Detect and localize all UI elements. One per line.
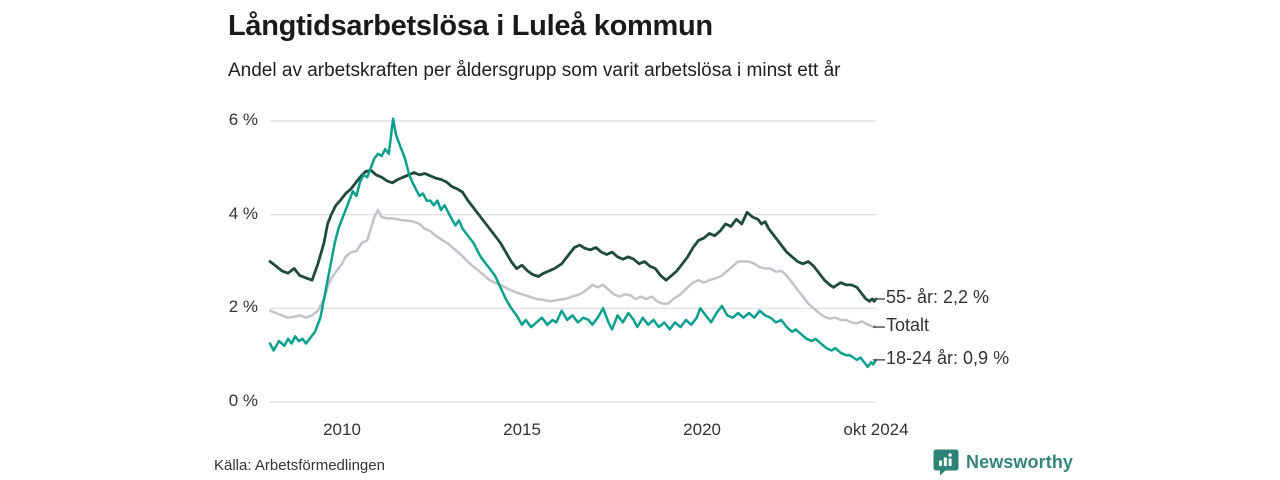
- y-axis-tick-label: 4 %: [228, 203, 258, 223]
- page-subtitle: Andel av arbetskraften per åldersgrupp s…: [228, 60, 841, 81]
- page-title: Långtidsarbetslösa i Luleå kommun: [228, 10, 713, 42]
- series-label-totalt: Totalt: [886, 315, 930, 336]
- x-axis-tick-label: 2020: [683, 420, 721, 439]
- series-line-55-ar: [268, 168, 878, 303]
- y-axis-tick-label: 6 %: [228, 110, 258, 129]
- newsworthy-brand: Newsworthy: [933, 449, 1073, 476]
- series-label-18-24-ar: 18-24 år: 0,9 %: [886, 347, 1010, 368]
- x-axis-tick-label: okt 2024: [843, 420, 909, 439]
- newsworthy-logo-icon: [933, 449, 959, 476]
- x-axis-tick-label: 2015: [503, 420, 541, 439]
- x-axis-tick-label: 2010: [323, 420, 361, 439]
- series-label-55-ar: 55- år: 2,2 %: [886, 286, 990, 307]
- newsworthy-wordmark: Newsworthy: [966, 452, 1074, 472]
- series-line-totalt: [268, 208, 878, 329]
- series-line-18-24-ar: [268, 117, 878, 369]
- source-note: Källa: Arbetsförmedlingen: [214, 457, 385, 474]
- y-axis-tick-label: 2 %: [228, 297, 258, 317]
- y-axis-tick-label: 0 %: [228, 391, 258, 410]
